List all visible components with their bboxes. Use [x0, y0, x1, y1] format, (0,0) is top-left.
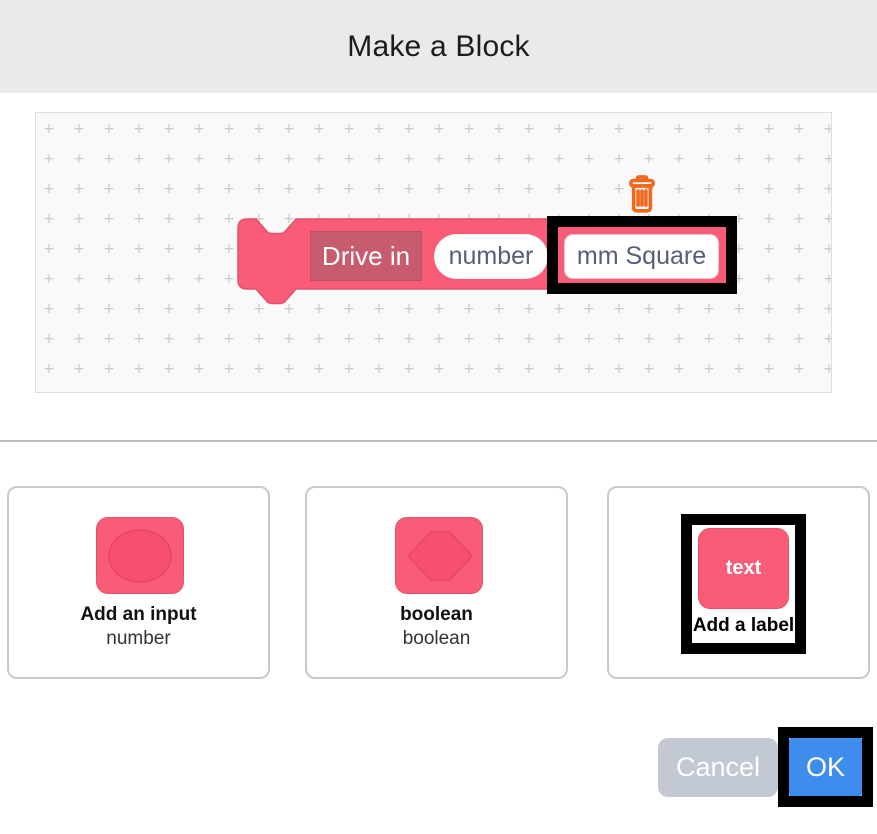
boolean-input-shape [395, 517, 483, 594]
block-preview-canvas[interactable]: + + + + + + + + + + + + + + + + + + + + + + + + + + + + + + + + + + + + + + + +… [35, 112, 832, 393]
card-title: Add a label [692, 615, 795, 636]
cancel-button[interactable]: Cancel [658, 738, 778, 797]
card-title: Add an input [80, 604, 197, 625]
section-divider [0, 440, 877, 442]
block-label-field[interactable]: Drive in [310, 231, 422, 281]
number-input-shape [96, 517, 184, 594]
dialog-header: Make a Block [0, 0, 877, 93]
ok-button[interactable]: OK [789, 738, 862, 796]
annotation-highlight-ok: OK [778, 727, 873, 807]
text-label-shape: text [698, 528, 789, 609]
card-add-label[interactable]: text Add a label [607, 486, 870, 679]
cancel-button-label: Cancel [675, 752, 761, 782]
number-parameter-text: number [448, 242, 534, 270]
new-label-field[interactable]: mm Square [564, 234, 719, 279]
block-label-text: Drive in [321, 240, 411, 271]
card-title: boolean [400, 604, 473, 625]
card-subtitle: number [106, 628, 171, 649]
card-subtitle: boolean [402, 628, 471, 649]
dialog-title: Make a Block [347, 29, 530, 63]
number-parameter[interactable]: number [434, 234, 548, 279]
trash-icon[interactable] [624, 173, 660, 215]
text-label-shape-caption: text [725, 557, 762, 579]
card-add-input-boolean[interactable]: boolean boolean [305, 486, 568, 679]
ok-button-label: OK [805, 751, 845, 782]
card-add-input-number[interactable]: Add an input number [7, 486, 270, 679]
new-label-text: mm Square [576, 242, 707, 270]
annotation-highlight-add-label: text Add a label [681, 514, 806, 654]
